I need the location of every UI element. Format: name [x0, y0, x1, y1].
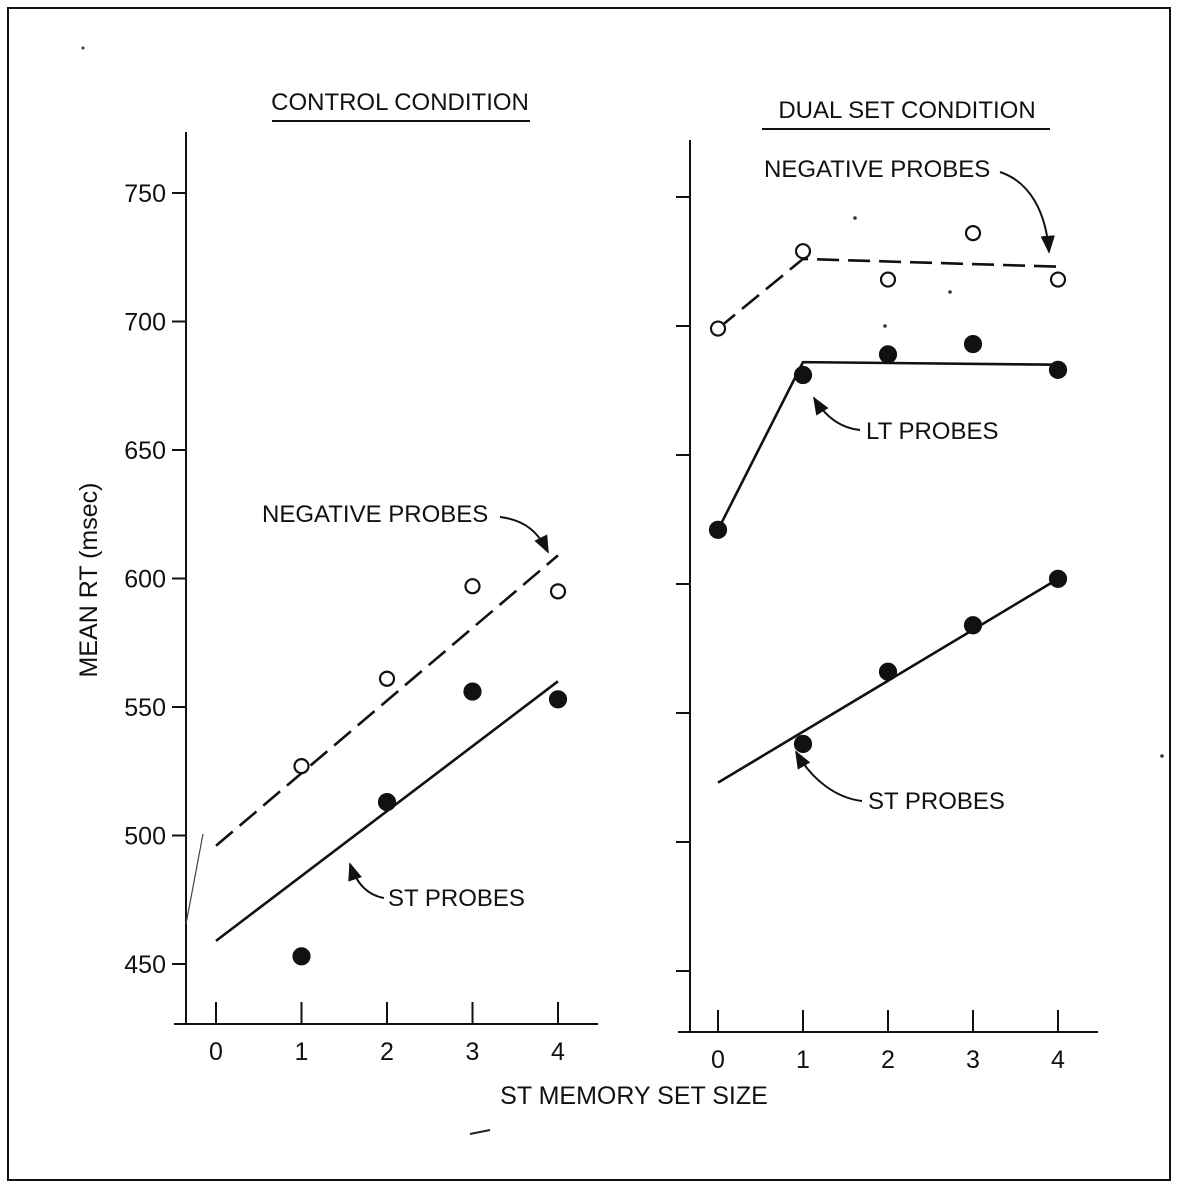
x-tick-label: 2	[380, 1038, 394, 1066]
scan-mark	[1160, 754, 1164, 758]
data-point-negative-probes	[794, 243, 812, 260]
control-y-ticks: 450 500 550 600 650 700 750	[124, 180, 186, 979]
scan-mark	[185, 833, 204, 925]
fit-line-negative-probes	[215, 554, 559, 847]
control-negative-probes-arrow	[499, 516, 549, 554]
dual-lt-probes-label: LT PROBES	[866, 418, 999, 445]
data-point-st-probes	[963, 616, 983, 635]
data-point-lt-probes	[878, 345, 898, 364]
data-point-negative-probes	[293, 758, 310, 775]
dual-st-probes-label: ST PROBES	[868, 788, 1005, 815]
data-point-negative-probes	[1049, 271, 1067, 288]
data-point-st-probes	[292, 947, 311, 966]
data-point-negative-probes	[709, 320, 727, 337]
dual-panel-title: DUAL SET CONDITION	[778, 97, 1035, 124]
x-tick-label: 1	[295, 1038, 309, 1066]
x-tick-label: 4	[1051, 1046, 1065, 1074]
dual-negative-probes-label: NEGATIVE PROBES	[764, 156, 990, 183]
x-tick-label: 3	[466, 1038, 480, 1066]
data-point-negative-probes	[964, 225, 982, 242]
y-tick-label: 450	[124, 951, 166, 979]
page-border	[7, 7, 1171, 1181]
fit-line-lt-probes	[716, 360, 1059, 531]
x-tick-label: 3	[966, 1046, 980, 1074]
data-point-lt-probes	[793, 365, 813, 385]
control-data-points	[292, 578, 568, 966]
scan-mark	[883, 324, 887, 328]
control-panel-title: CONTROL CONDITION	[271, 89, 529, 116]
y-tick-label: 750	[124, 180, 166, 208]
control-negative-probes-label: NEGATIVE PROBES	[262, 501, 488, 528]
x-tick-label: 1	[796, 1046, 810, 1074]
dual-data-points	[708, 225, 1068, 754]
data-point-st-probes	[1048, 569, 1068, 588]
data-point-lt-probes	[1048, 360, 1068, 379]
dual-x-ticks: 0 1 2 3 4	[711, 1010, 1065, 1074]
data-point-negative-probes	[378, 670, 396, 687]
scan-mark	[853, 216, 857, 220]
data-point-st-probes	[377, 792, 397, 812]
x-axis-label: ST MEMORY SET SIZE	[500, 1082, 768, 1110]
control-st-probes-arrow	[348, 862, 385, 899]
data-point-negative-probes	[549, 583, 567, 600]
y-tick-label: 500	[124, 823, 166, 851]
scan-mark	[469, 1129, 491, 1135]
x-tick-label: 4	[551, 1038, 565, 1066]
data-point-st-probes	[548, 690, 568, 709]
data-point-st-probes	[463, 682, 482, 701]
data-point-st-probes	[878, 662, 898, 681]
x-tick-label: 0	[711, 1046, 725, 1074]
data-point-lt-probes	[963, 334, 983, 354]
x-tick-label: 2	[881, 1046, 895, 1074]
x-tick-label: 0	[209, 1038, 223, 1066]
y-tick-label: 700	[124, 309, 166, 337]
scan-mark	[81, 46, 85, 50]
y-tick-label: 600	[124, 566, 166, 594]
fit-line-negative-probes	[717, 257, 1059, 330]
control-x-ticks: 0 1 2 3 4	[209, 1002, 565, 1066]
data-point-lt-probes	[708, 520, 728, 539]
dual-y-ticks	[676, 196, 690, 972]
dual-lt-probes-arrow	[813, 396, 861, 431]
scan-mark	[948, 290, 952, 294]
control-fit-lines	[215, 554, 559, 942]
data-point-negative-probes	[879, 271, 897, 288]
y-tick-label: 550	[124, 694, 166, 722]
control-st-probes-label: ST PROBES	[388, 885, 525, 912]
dual-negative-probes-arrow	[999, 171, 1055, 254]
dual-st-probes-arrow	[795, 750, 863, 802]
data-point-negative-probes	[464, 578, 481, 595]
y-tick-label: 650	[124, 437, 166, 465]
dual-fit-lines	[716, 257, 1059, 784]
data-point-st-probes	[793, 734, 813, 754]
y-axis-label: MEAN RT (msec)	[75, 483, 103, 678]
